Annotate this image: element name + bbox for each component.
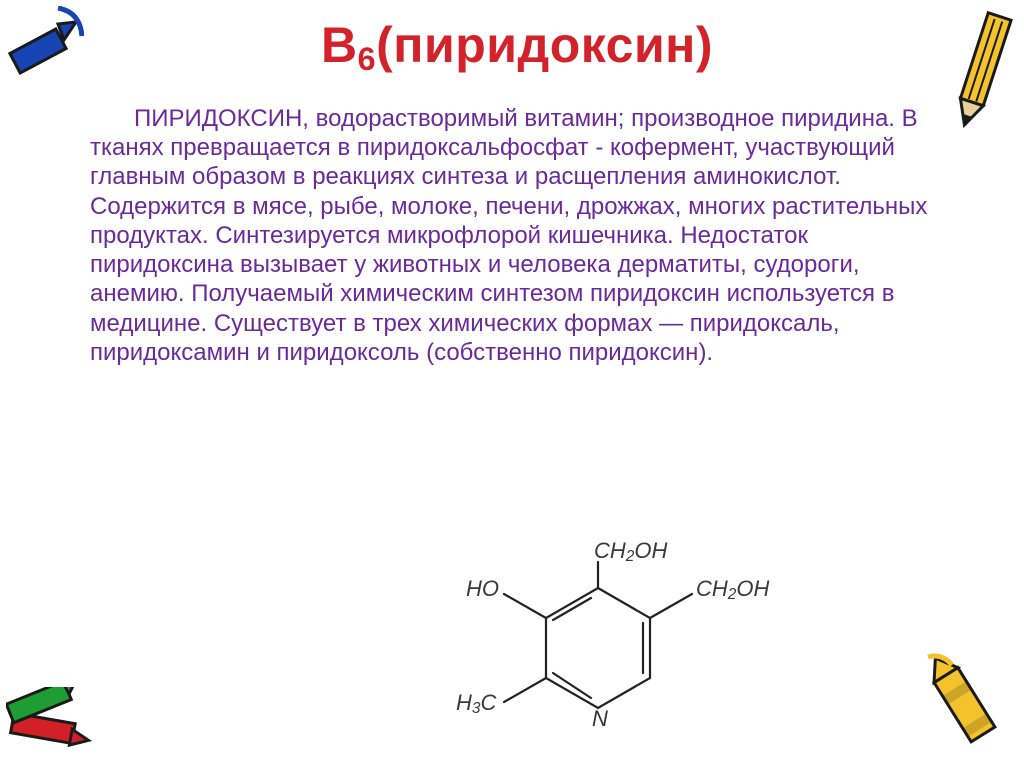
body-text: ПИРИДОКСИН, водорастворимый витамин; про… <box>90 104 944 367</box>
title-paren: (пиридоксин) <box>376 17 713 73</box>
crayon-yellow-icon <box>922 651 1018 761</box>
title-letter: В <box>321 17 358 73</box>
title-sub: 6 <box>358 41 377 77</box>
crayons-green-red-icon <box>6 687 110 761</box>
chem-label-ch2oh-top: CH2OH <box>594 538 667 566</box>
chem-label-ch2oh-right: CH2OH <box>696 576 769 604</box>
chem-structure: CH2OH CH2OH HO H3C N <box>418 558 778 758</box>
pencil-yellow-icon <box>948 6 1018 136</box>
chem-label-ho: HO <box>466 576 499 602</box>
chem-label-h3c: H3C <box>456 690 496 718</box>
crayon-blue-icon <box>6 6 84 78</box>
slide-title: В6(пиридоксин) <box>90 18 944 78</box>
slide: В6(пиридоксин) ПИРИДОКСИН, водорастворим… <box>0 0 1024 767</box>
chem-label-n: N <box>592 706 608 732</box>
